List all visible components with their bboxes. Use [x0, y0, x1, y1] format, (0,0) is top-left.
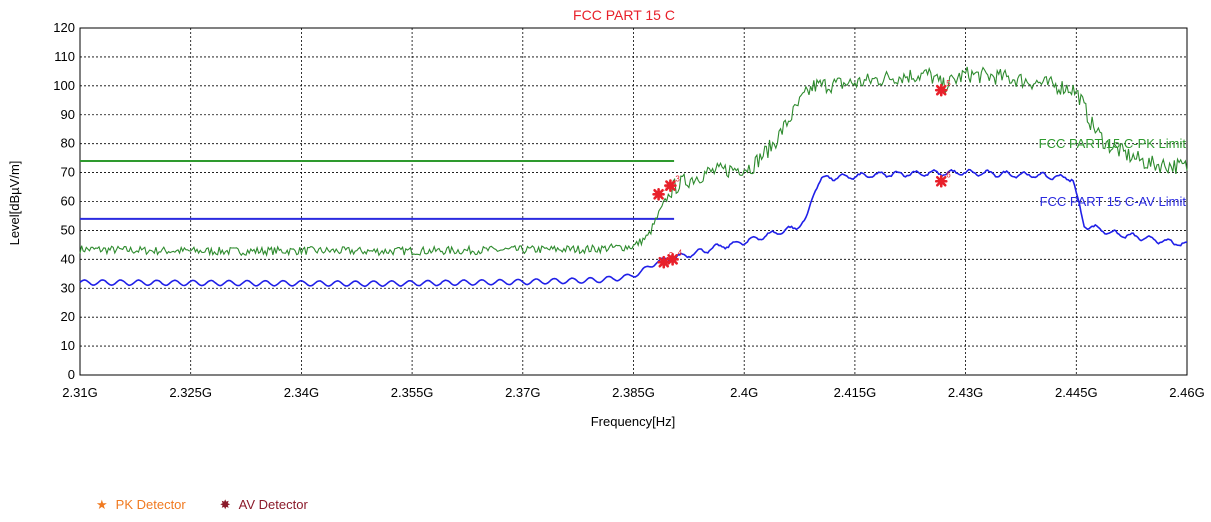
x-tick-label: 2.31G — [62, 385, 97, 400]
y-tick-label: 30 — [61, 280, 75, 295]
x-tick-label: 2.46G — [1169, 385, 1204, 400]
y-tick-label: 100 — [53, 78, 75, 93]
x-axis-label: Frequency[Hz] — [591, 414, 676, 429]
y-tick-label: 70 — [61, 165, 75, 180]
legend-item-av: ✸ AV Detector — [220, 497, 308, 512]
marker-label: 1 — [664, 183, 669, 192]
legend-label-pk: PK Detector — [115, 497, 186, 512]
marker-label: 5 — [946, 79, 951, 88]
y-tick-label: 80 — [61, 136, 75, 151]
x-tick-label: 2.43G — [948, 385, 983, 400]
x-tick-label: 2.4G — [730, 385, 758, 400]
legend: ★ PK Detector ✸ AV Detector — [96, 497, 308, 512]
asterisk-icon: ✸ — [219, 497, 231, 512]
x-tick-label: 2.34G — [284, 385, 319, 400]
av-series-line — [79, 168, 1188, 288]
y-tick-label: 40 — [61, 251, 75, 266]
marker-label: 4 — [678, 248, 683, 257]
x-tick-label: 2.355G — [391, 385, 434, 400]
y-tick-label: 60 — [61, 194, 75, 209]
y-tick-label: 120 — [53, 20, 75, 35]
y-axis-label: Level[dBµV/m] — [7, 161, 22, 246]
chart-title: FCC PART 15 C — [573, 7, 675, 23]
marker-point — [652, 187, 665, 201]
y-tick-label: 50 — [61, 222, 75, 237]
tick-labels: 0 10 20 30 40 50 60 70 80 90 100 110 120 2.31G 2.325G 2… — [53, 20, 1204, 400]
marker-label: 3 — [675, 175, 680, 184]
marker-point — [934, 174, 948, 188]
limit-labels: FCC PART 15 C-PK Limit FCC PART 15 C-AV L… — [1039, 136, 1187, 209]
y-tick-label: 110 — [54, 49, 75, 64]
marker-point — [666, 253, 679, 266]
x-tick-label: 2.325G — [169, 385, 212, 400]
x-tick-label: 2.415G — [834, 385, 877, 400]
grid — [79, 27, 1188, 376]
x-tick-label: 2.445G — [1055, 385, 1098, 400]
limit-lines — [80, 160, 675, 220]
x-tick-label: 2.37G — [505, 385, 540, 400]
y-tick-label: 10 — [61, 338, 75, 353]
y-tick-label: 0 — [68, 367, 75, 382]
y-tick-label: 90 — [61, 107, 75, 122]
x-tick-label: 2.385G — [612, 385, 655, 400]
star-icon: ★ — [96, 497, 108, 512]
pk-series-line — [79, 66, 1188, 258]
legend-item-pk: ★ PK Detector — [96, 497, 186, 512]
legend-label-av: AV Detector — [238, 497, 308, 512]
av-limit-label: FCC PART 15 C-AV Limit — [1040, 194, 1187, 209]
y-tick-label: 20 — [61, 309, 75, 324]
plot-frame — [79, 27, 1188, 376]
marker-label: 6 — [946, 170, 951, 179]
pk-limit-label: FCC PART 15 C-PK Limit — [1039, 136, 1187, 151]
markers: 1 2 3 4 5 6 — [652, 79, 951, 269]
marker-label: 2 — [669, 251, 674, 260]
marker-point — [934, 83, 948, 97]
series-lines — [79, 66, 1188, 288]
marker-point — [664, 179, 677, 192]
